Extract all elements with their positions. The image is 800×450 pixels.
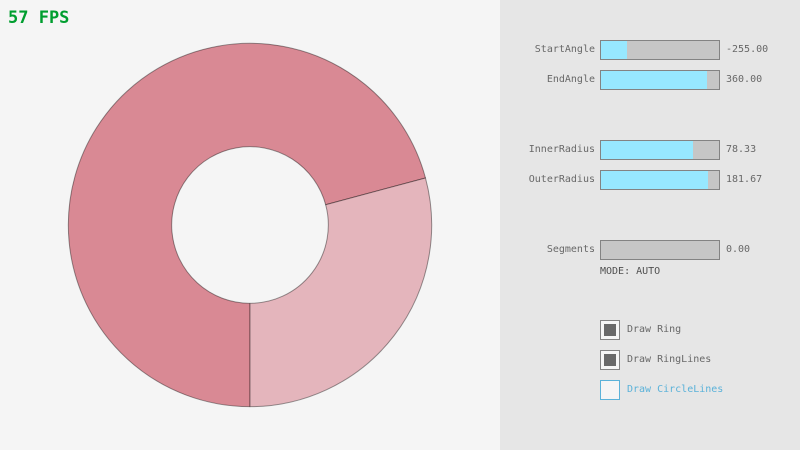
- innerradius-slider[interactable]: [600, 140, 720, 160]
- outerradius-value: 181.67: [726, 174, 763, 185]
- slider-label-startangle: StartAngle: [534, 44, 595, 55]
- startangle-value: -255.00: [726, 44, 769, 55]
- slider-label-endangle: EndAngle: [546, 74, 595, 85]
- slider-row-innerradius: InnerRadius 78.33: [500, 140, 800, 160]
- outerradius-slider[interactable]: [600, 170, 720, 190]
- slider-fill: [601, 171, 709, 189]
- draw-ringlines-checkbox[interactable]: [600, 350, 620, 370]
- segments-mode-text: MODE: AUTO: [600, 266, 661, 277]
- checkbox-row-draw-ringlines: Draw RingLines: [600, 350, 711, 370]
- ring-sector-single: [249, 177, 433, 408]
- fps-counter: 57 FPS: [8, 8, 70, 28]
- slider-label-segments: Segments: [546, 244, 595, 255]
- draw-circlelines-label: Draw CircleLines: [627, 384, 724, 395]
- slider-fill: [601, 41, 627, 59]
- slider-fill: [601, 71, 708, 89]
- innerradius-value: 78.33: [726, 144, 757, 155]
- segments-slider[interactable]: [600, 240, 720, 260]
- draw-ringlines-label: Draw RingLines: [627, 354, 712, 365]
- checkbox-row-draw-ring: Draw Ring: [600, 320, 681, 340]
- endangle-value: 360.00: [726, 74, 763, 85]
- ring-figure: [67, 42, 433, 408]
- slider-row-outerradius: OuterRadius 181.67: [500, 170, 800, 190]
- draw-ring-checkbox[interactable]: [600, 320, 620, 340]
- slider-row-endangle: EndAngle 360.00: [500, 70, 800, 90]
- checkbox-row-draw-circlelines: Draw CircleLines: [600, 380, 723, 400]
- slider-row-startangle: StartAngle -255.00: [500, 40, 800, 60]
- draw-circlelines-checkbox[interactable]: [600, 380, 620, 400]
- slider-label-outerradius: OuterRadius: [528, 174, 595, 185]
- segments-value: 0.00: [726, 244, 751, 255]
- slider-label-innerradius: InnerRadius: [528, 144, 595, 155]
- draw-ring-label: Draw Ring: [627, 324, 682, 335]
- slider-fill: [601, 141, 694, 159]
- startangle-slider[interactable]: [600, 40, 720, 60]
- controls-panel: StartAngle -255.00 EndAngle 360.00 Inner…: [500, 0, 800, 450]
- endangle-slider[interactable]: [600, 70, 720, 90]
- ring-sector-overlap: [67, 42, 427, 408]
- slider-row-segments: Segments 0.00: [500, 240, 800, 260]
